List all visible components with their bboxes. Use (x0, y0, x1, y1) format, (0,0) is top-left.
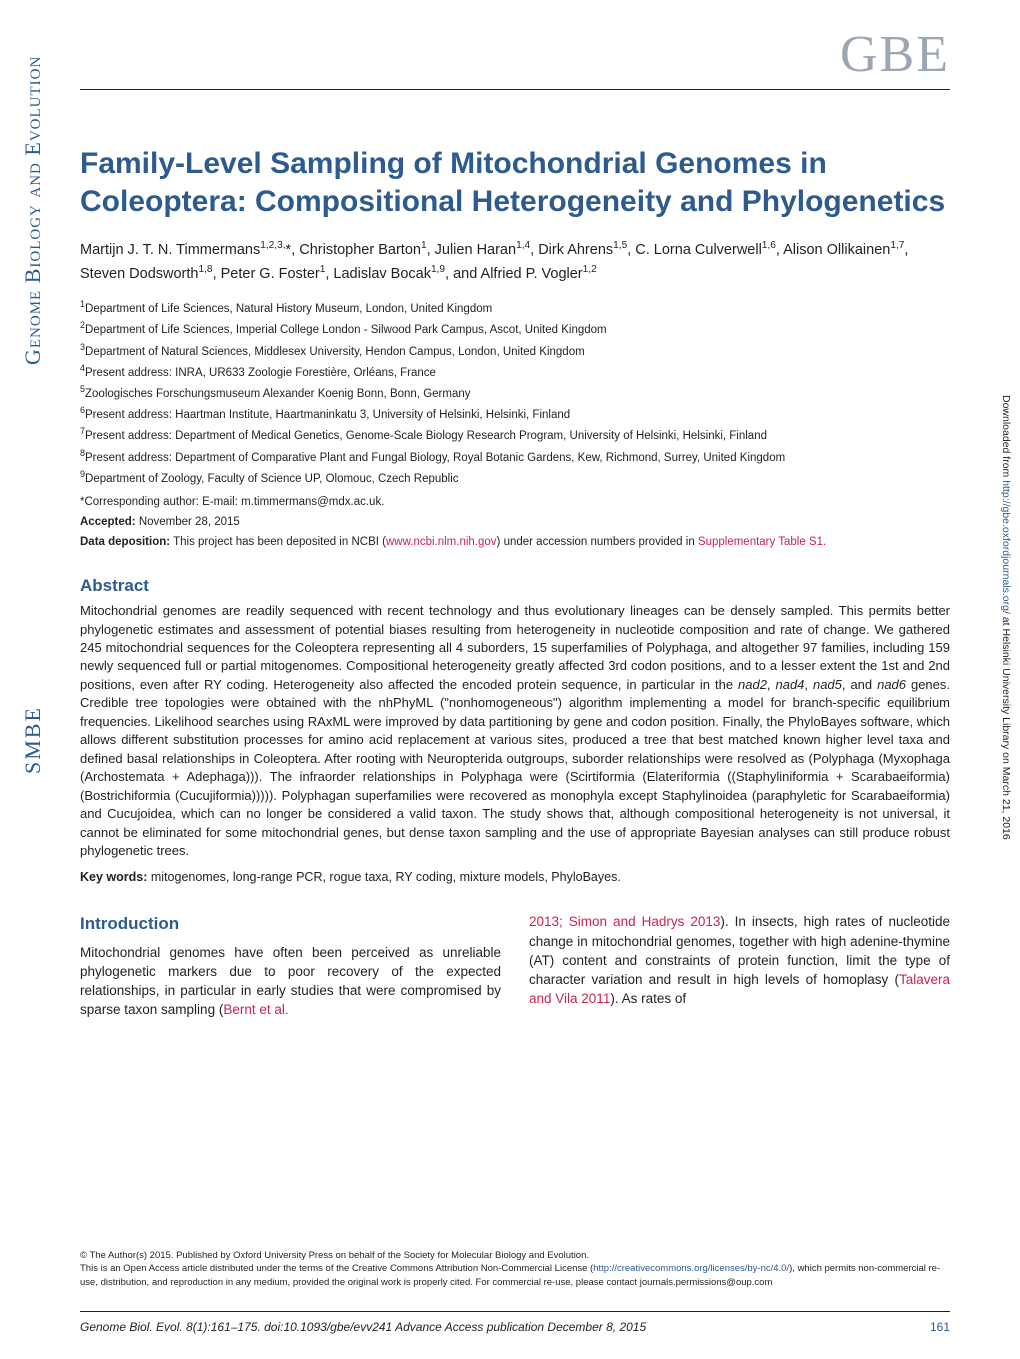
intro-text-1: Mitochondrial genomes have often been pe… (80, 945, 501, 1017)
citation-simon[interactable]: ; Simon and Hadrys 2013 (559, 914, 720, 929)
author-list: Martijn J. T. N. Timmermans1,2,3,*, Chri… (80, 238, 950, 285)
affiliation-4: 4Present address: INRA, UR633 Zoologie F… (80, 361, 950, 382)
introduction-columns: Introduction Mitochondrial genomes have … (80, 912, 950, 1019)
deposition-supp-link[interactable]: Supplementary Table S1. (698, 536, 826, 548)
affiliation-2: 2Department of Life Sciences, Imperial C… (80, 318, 950, 339)
accepted-value: November 28, 2015 (139, 516, 240, 528)
intro-column-right: 2013; Simon and Hadrys 2013). In insects… (529, 912, 950, 1019)
affiliation-6: 6Present address: Haartman Institute, Ha… (80, 403, 950, 424)
journal-logo: GBE (80, 0, 950, 84)
page-footer: Genome Biol. Evol. 8(1):161–175. doi:10.… (80, 1311, 950, 1334)
affiliation-8: 8Present address: Department of Comparat… (80, 446, 950, 467)
download-watermark: Downloaded from http://gbe.oxfordjournal… (1000, 395, 1012, 975)
license-block: © The Author(s) 2015. Published by Oxfor… (80, 1249, 950, 1289)
license-line-1: © The Author(s) 2015. Published by Oxfor… (80, 1249, 950, 1262)
deposition-text-pre: This project has been deposited in NCBI … (173, 536, 386, 548)
intro-column-left: Introduction Mitochondrial genomes have … (80, 912, 501, 1019)
citation-bernt[interactable]: Bernt et al. (223, 1002, 288, 1017)
header-rule (80, 89, 950, 90)
keywords-value: mitogenomes, long-range PCR, rogue taxa,… (151, 870, 621, 884)
affiliation-5: 5Zoologisches Forschungsmuseum Alexander… (80, 382, 950, 403)
affiliation-7: 7Present address: Department of Medical … (80, 424, 950, 445)
license-link[interactable]: http://creativecommons.org/licenses/by-n… (593, 1263, 789, 1274)
affiliations: 1Department of Life Sciences, Natural Hi… (80, 297, 950, 488)
abstract-heading: Abstract (80, 576, 950, 596)
deposition-label: Data deposition: (80, 536, 170, 548)
article-title: Family-Level Sampling of Mitochondrial G… (80, 145, 950, 220)
accepted-label: Accepted: (80, 516, 136, 528)
deposition-text-mid: ) under accession numbers provided in (497, 536, 698, 548)
affiliation-3: 3Department of Natural Sciences, Middles… (80, 340, 950, 361)
download-pre: Downloaded from (1000, 395, 1012, 480)
corresponding-author: *Corresponding author: E-mail: m.timmerm… (80, 496, 950, 508)
footer-citation: Genome Biol. Evol. 8(1):161–175. doi:10.… (80, 1320, 646, 1334)
keywords-label: Key words: (80, 870, 147, 884)
intro-text-3: ). As rates of (610, 991, 686, 1006)
license-line-2: This is an Open Access article distribut… (80, 1262, 950, 1289)
sidebar-journal-name: Genome Biology and Evolution (20, 35, 46, 385)
abstract-body: Mitochondrial genomes are readily sequen… (80, 602, 950, 860)
citation-year[interactable]: 2013 (529, 914, 559, 929)
accepted-date: Accepted: November 28, 2015 (80, 516, 950, 528)
download-link[interactable]: http://gbe.oxfordjournals.org/ (1000, 480, 1012, 614)
keywords: Key words: mitogenomes, long-range PCR, … (80, 870, 950, 884)
deposition-link[interactable]: www.ncbi.nlm.nih.gov (386, 536, 497, 548)
page-number: 161 (930, 1320, 950, 1334)
sidebar-society-name: SMBE (20, 700, 46, 780)
sidebar: Genome Biology and Evolution SMBE (0, 0, 55, 1290)
affiliation-1: 1Department of Life Sciences, Natural Hi… (80, 297, 950, 318)
affiliation-9: 9Department of Zoology, Faculty of Scien… (80, 467, 950, 488)
main-content: GBE Family-Level Sampling of Mitochondri… (80, 0, 950, 1019)
data-deposition: Data deposition: This project has been d… (80, 536, 950, 548)
introduction-heading: Introduction (80, 912, 501, 936)
license-pre: This is an Open Access article distribut… (80, 1263, 593, 1274)
download-post: at Helsinki University Library on March … (1000, 614, 1012, 840)
